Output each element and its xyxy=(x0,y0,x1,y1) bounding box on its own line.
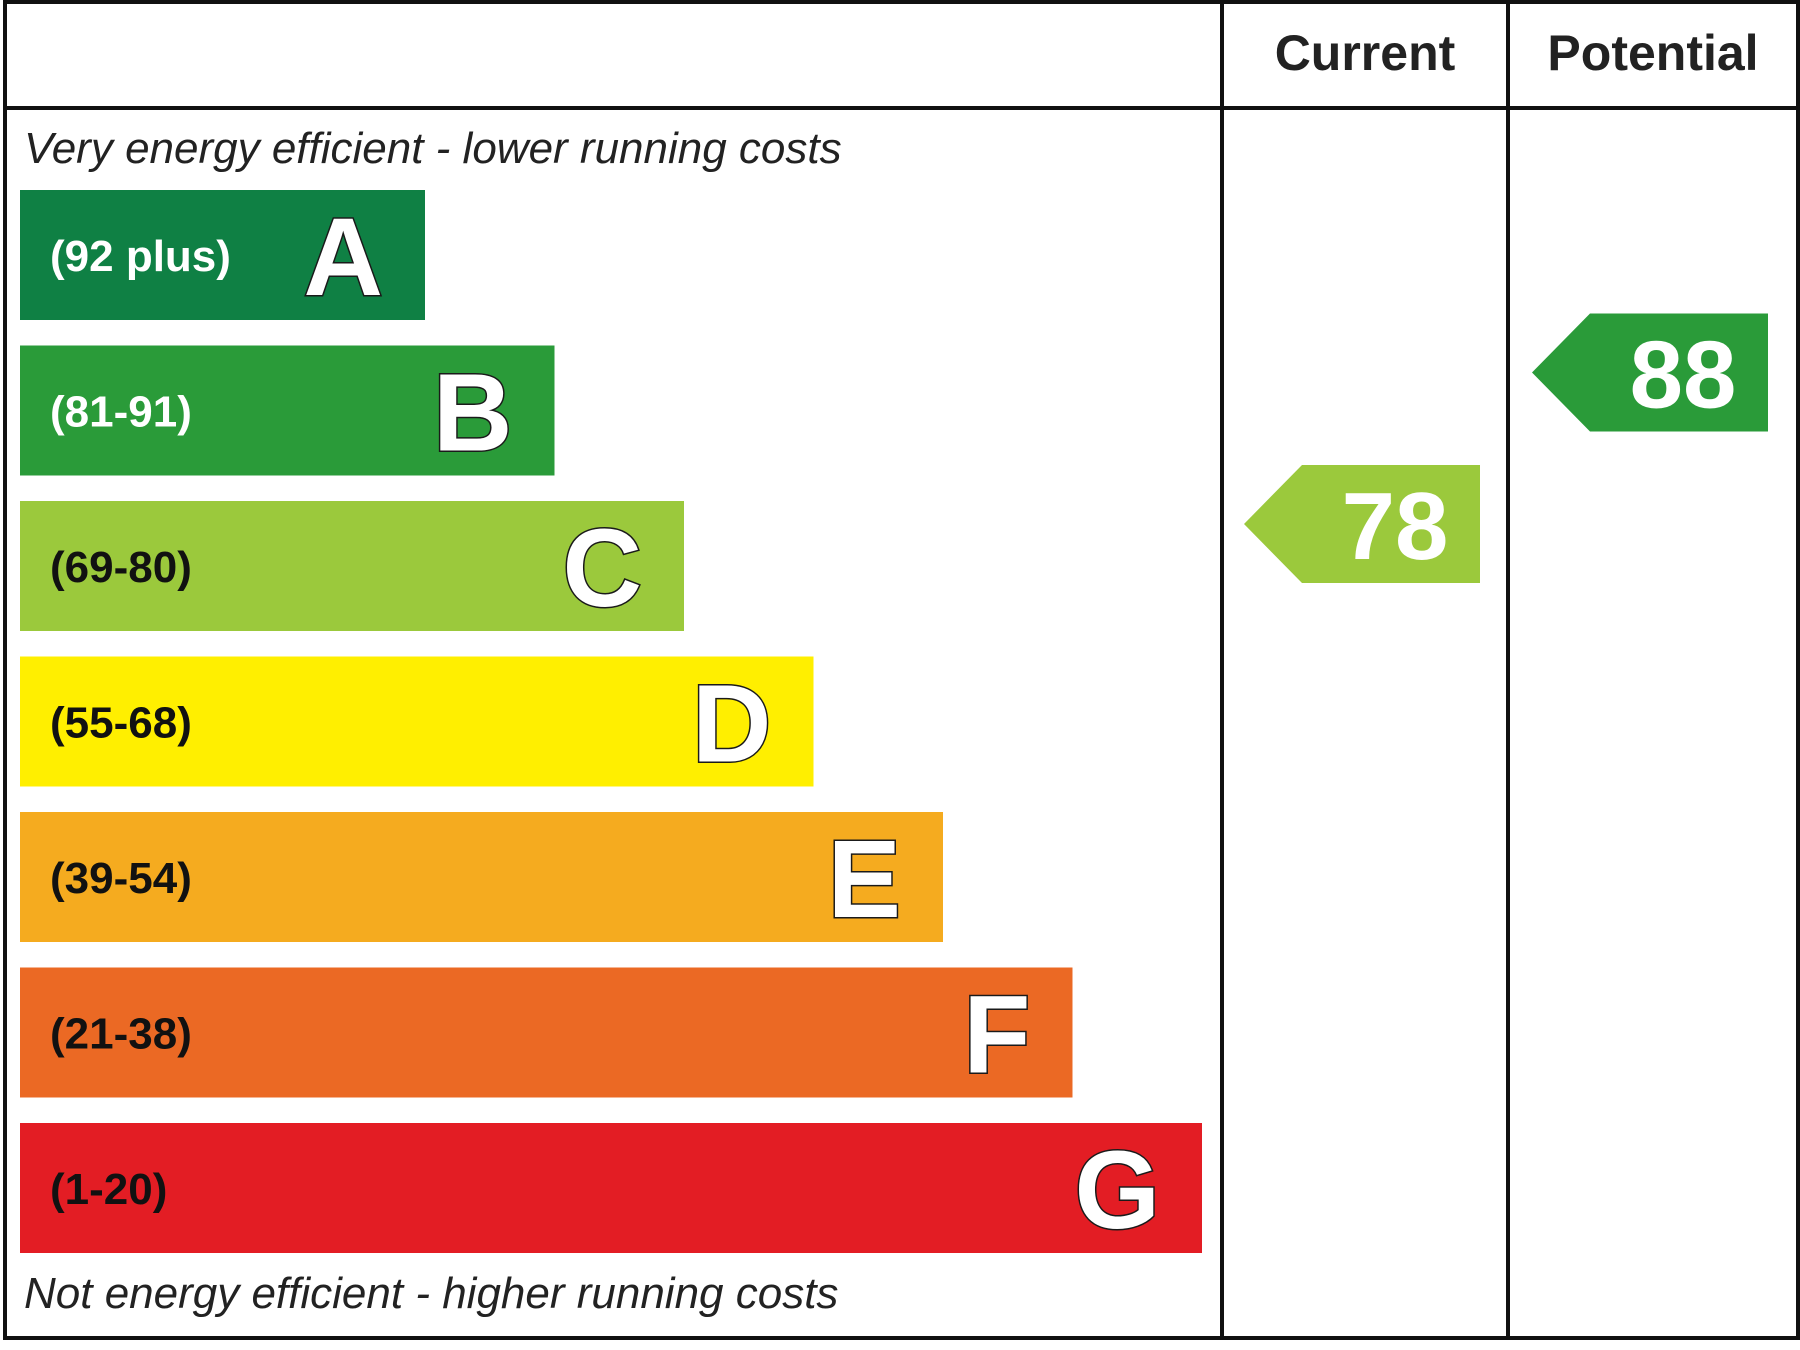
band-a-letter: A xyxy=(304,196,383,319)
band-c-range: (69-80) xyxy=(50,543,192,592)
band-b-range: (81-91) xyxy=(50,388,192,437)
band-e: (39-54) E xyxy=(20,812,943,943)
band-d: (55-68) D xyxy=(20,656,814,787)
band-a-range: (92 plus) xyxy=(50,232,231,281)
band-c-letter: C xyxy=(563,507,642,630)
band-f: (21-38) F xyxy=(20,967,1073,1098)
band-b-bar xyxy=(20,345,555,476)
inefficient-note: Not energy efficient - higher running co… xyxy=(24,1269,838,1318)
band-f-letter: F xyxy=(963,974,1030,1097)
band-d-range: (55-68) xyxy=(50,699,192,748)
band-e-bar xyxy=(20,812,943,942)
band-c-bar xyxy=(20,501,684,631)
band-a: (92 plus) A xyxy=(20,190,425,321)
band-a-bar xyxy=(20,190,425,320)
current-rating-arrow xyxy=(1244,465,1480,583)
current-rating-indicator: 78 xyxy=(1244,465,1480,583)
rating-bands: (92 plus) A (81-91) B (69-80) C (55-68) D (39-54… xyxy=(20,190,1202,1254)
efficient-note: Very energy efficient - lower running co… xyxy=(24,124,842,173)
band-f-bar xyxy=(20,967,1073,1098)
band-g-bar xyxy=(20,1123,1202,1253)
potential-rating-value: 88 xyxy=(1630,322,1737,429)
band-d-letter: D xyxy=(692,663,771,786)
current-rating-value: 78 xyxy=(1342,473,1449,580)
band-g: (1-20) G xyxy=(20,1123,1202,1254)
potential-rating-indicator: 88 xyxy=(1532,313,1768,432)
band-e-letter: E xyxy=(828,818,901,941)
band-e-range: (39-54) xyxy=(50,854,192,903)
rating-indicators: 78 88 xyxy=(1244,313,1768,583)
band-g-range: (1-20) xyxy=(50,1165,167,1214)
potential-rating-arrow xyxy=(1532,313,1768,432)
band-b-letter: B xyxy=(433,352,512,475)
band-d-bar xyxy=(20,656,814,787)
band-g-letter: G xyxy=(1074,1129,1160,1252)
band-c: (69-80) C xyxy=(20,501,684,632)
band-f-range: (21-38) xyxy=(50,1010,192,1059)
band-b: (81-91) B xyxy=(20,345,555,476)
potential-column-header: Potential xyxy=(1547,25,1758,81)
current-column-header: Current xyxy=(1275,25,1456,81)
